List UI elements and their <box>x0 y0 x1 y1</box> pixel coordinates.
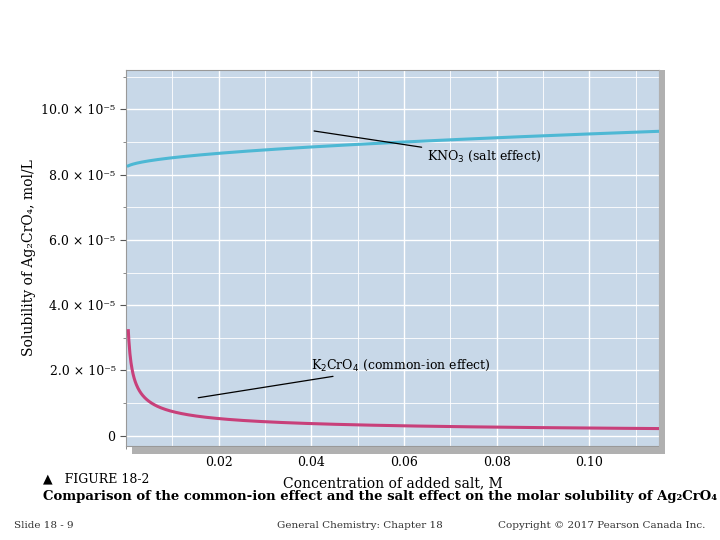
Y-axis label: Solubility of Ag₂CrO₄, mol/L: Solubility of Ag₂CrO₄, mol/L <box>22 159 36 356</box>
Text: Slide 18 - 9: Slide 18 - 9 <box>14 521 74 530</box>
Text: Copyright © 2017 Pearson Canada Inc.: Copyright © 2017 Pearson Canada Inc. <box>498 521 706 530</box>
Text: KNO$_3$ (salt effect): KNO$_3$ (salt effect) <box>314 131 541 164</box>
X-axis label: Concentration of added salt, M: Concentration of added salt, M <box>282 476 503 490</box>
Text: ▲   FIGURE 18-2: ▲ FIGURE 18-2 <box>43 472 150 485</box>
Text: Comparison of the common-ion effect and the salt effect on the molar solubility : Comparison of the common-ion effect and … <box>43 490 717 503</box>
Text: General Chemistry: Chapter 18: General Chemistry: Chapter 18 <box>277 521 443 530</box>
Text: K$_2$CrO$_4$ (common-ion effect): K$_2$CrO$_4$ (common-ion effect) <box>198 358 491 398</box>
